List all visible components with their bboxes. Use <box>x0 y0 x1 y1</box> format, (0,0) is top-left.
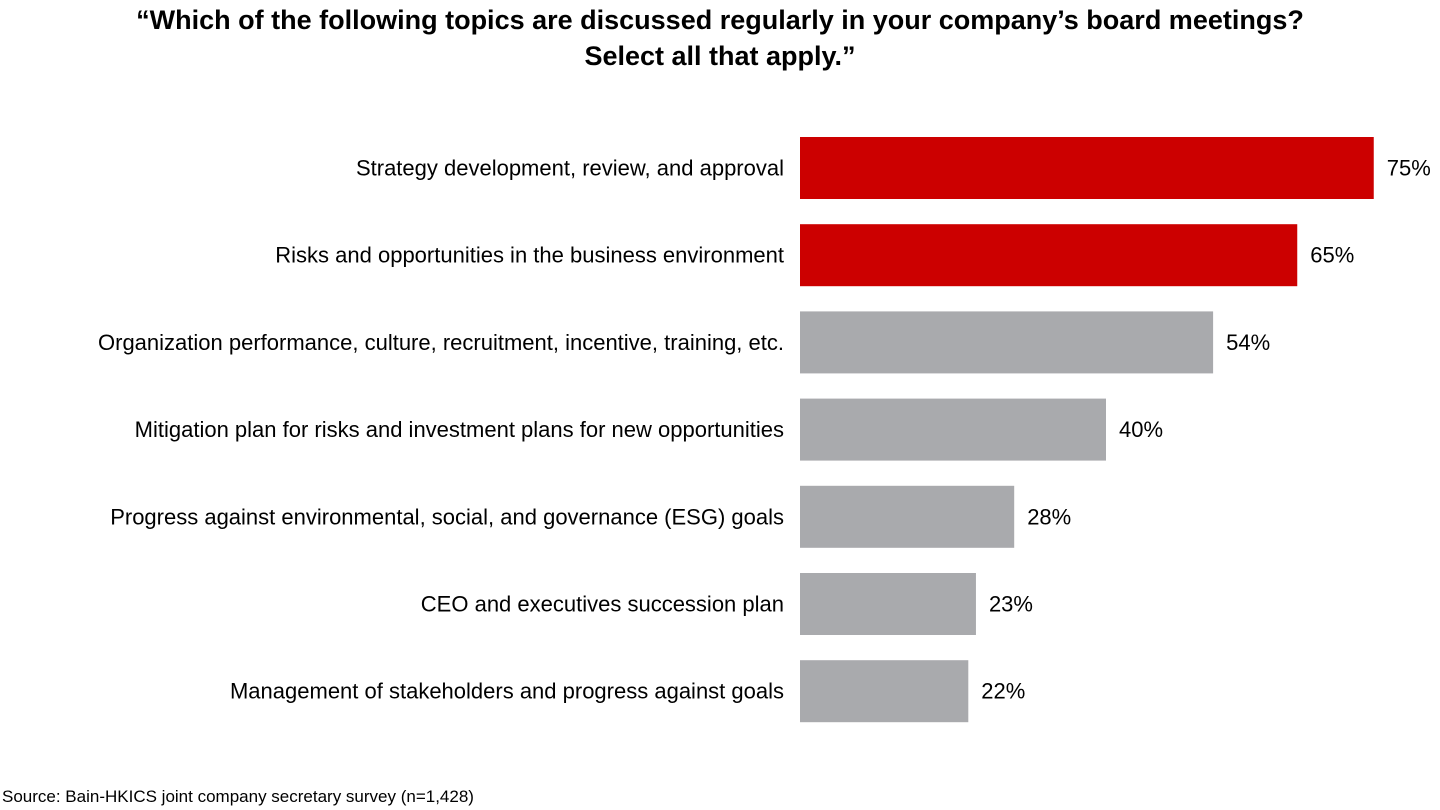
bar-6 <box>800 573 976 635</box>
category-label-1: Strategy development, review, and approv… <box>356 156 784 181</box>
bar-7 <box>800 660 969 723</box>
chart-title-line-2: Select all that apply.” <box>584 41 856 71</box>
bar-5 <box>800 485 1015 548</box>
source-note: Source: Bain-HKICS joint company secreta… <box>2 787 474 806</box>
category-label-7: Management of stakeholders and progress … <box>230 679 784 704</box>
value-label-1: 75% <box>1387 156 1431 181</box>
value-label-3: 54% <box>1226 330 1270 355</box>
category-label-5: Progress against environmental, social, … <box>110 504 784 529</box>
bar-1 <box>800 137 1374 199</box>
bar-4 <box>800 398 1106 461</box>
category-label-2: Risks and opportunities in the business … <box>275 243 784 268</box>
value-label-4: 40% <box>1119 417 1163 442</box>
chart-title: “Which of the following topics are discu… <box>0 2 1440 74</box>
chart-title-line-1: “Which of the following topics are discu… <box>136 5 1304 35</box>
bar-2 <box>800 224 1298 287</box>
value-label-6: 23% <box>989 592 1033 617</box>
bar-3 <box>800 311 1214 374</box>
category-label-4: Mitigation plan for risks and investment… <box>135 417 784 442</box>
value-label-7: 22% <box>981 679 1025 704</box>
category-label-3: Organization performance, culture, recru… <box>98 330 784 355</box>
category-label-6: CEO and executives succession plan <box>421 592 784 617</box>
value-label-5: 28% <box>1027 504 1071 529</box>
value-label-2: 65% <box>1310 243 1354 268</box>
